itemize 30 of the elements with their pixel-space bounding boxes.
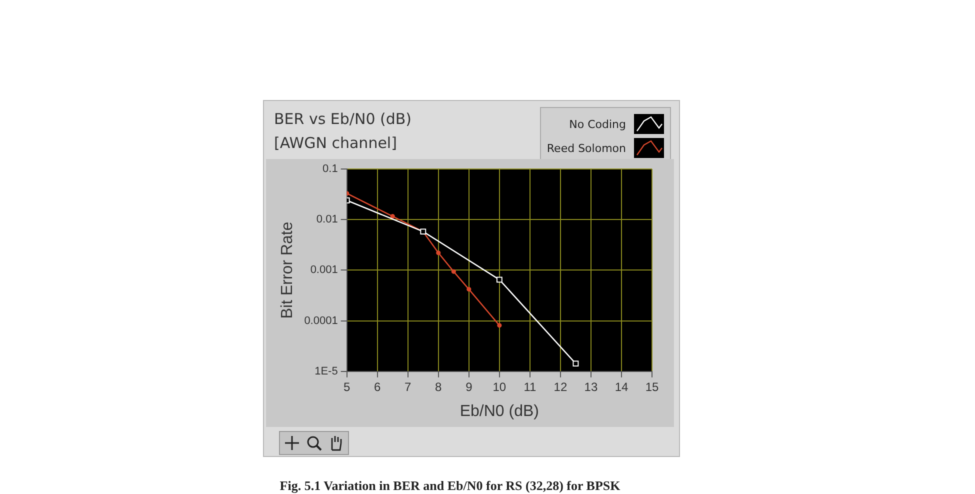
y-axis-title: Bit Error Rate xyxy=(279,222,296,319)
point xyxy=(390,214,395,219)
x-tick-label: 5 xyxy=(344,380,350,394)
x-tick-label: 6 xyxy=(374,380,382,394)
legend-label: Reed Solomon xyxy=(546,142,626,154)
point xyxy=(572,360,579,367)
point xyxy=(497,323,502,328)
x-tick-label: 13 xyxy=(584,380,598,394)
point xyxy=(451,269,456,274)
point xyxy=(436,250,441,256)
caption: Fig. 5.1 Variation in BER and Eb/N0 for RS (32,28) for BPSK xyxy=(278,478,622,494)
x-tick-label: 10 xyxy=(492,380,506,394)
x-tick-label: 15 xyxy=(645,380,659,394)
point xyxy=(496,276,502,283)
legend-label: No Coding xyxy=(569,118,626,130)
y-tick-label: 0.01 xyxy=(316,214,338,226)
x-tick-label: 12 xyxy=(554,380,568,394)
y-tick-label: 0.1 xyxy=(322,163,338,176)
y-tick-label: 1E-5 xyxy=(314,365,338,378)
y-tick-label: 0.001 xyxy=(310,264,338,276)
x-tick-label: 14 xyxy=(614,380,628,394)
chart-title: BER vs Eb/N0 (dB) xyxy=(274,110,412,128)
x-tick-label: 11 xyxy=(524,380,536,394)
x-tick-label: 7 xyxy=(404,380,412,394)
x-tick-label: 9 xyxy=(466,380,473,394)
x-axis-title: Eb/N0 (dB) xyxy=(460,402,539,420)
chart-subtitle: [AWGN channel] xyxy=(274,134,397,152)
point xyxy=(466,286,472,292)
x-tick-label: 8 xyxy=(435,380,442,394)
y-tick-label: 0.0001 xyxy=(304,314,338,327)
